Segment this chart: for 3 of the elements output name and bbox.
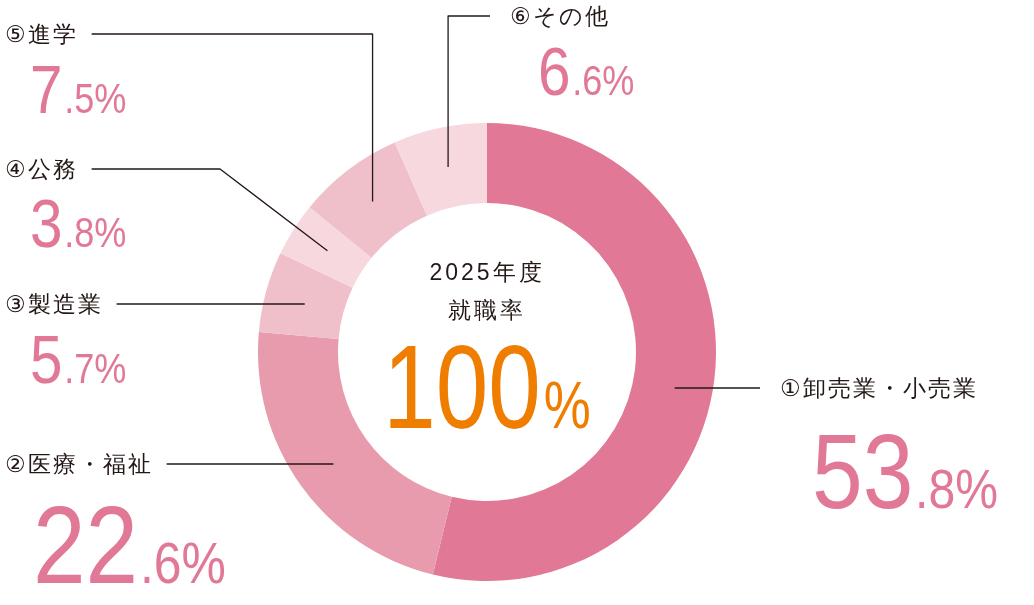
subtitle: 就職率 [448, 297, 526, 323]
title: 2025年度 [429, 259, 545, 285]
annotation: 100% [383, 320, 591, 454]
